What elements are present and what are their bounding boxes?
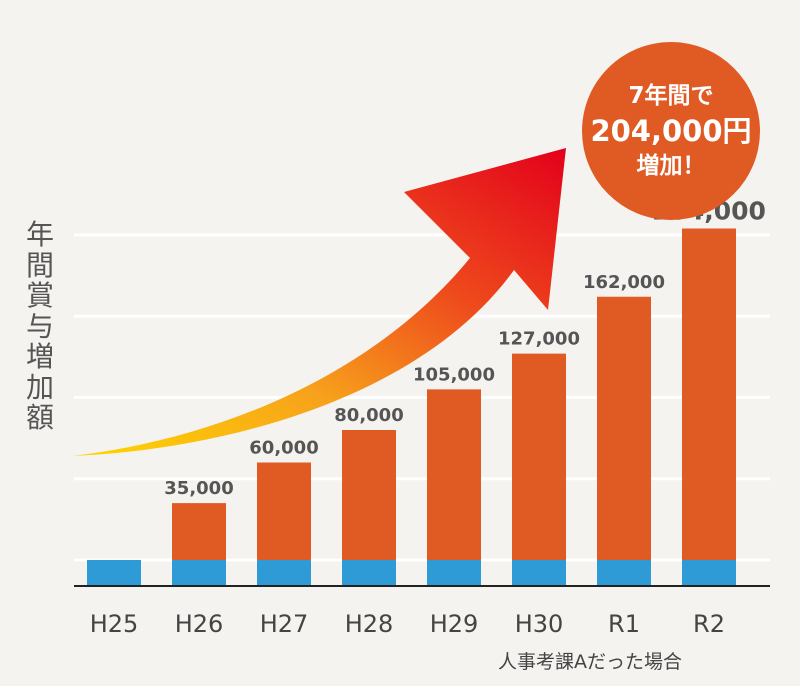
y-axis-label: 年間賞与増加額 xyxy=(25,218,54,434)
badge-line-3: 増加！ xyxy=(636,153,706,179)
bar-increase-R2 xyxy=(682,228,736,560)
x-tick-label-H27: H27 xyxy=(260,610,309,638)
data-label-R1: 162,000 xyxy=(583,272,665,293)
footnote: 人事考課Aだった場合 xyxy=(498,651,682,673)
x-tick-label-H28: H28 xyxy=(345,610,394,638)
bar-base-H30 xyxy=(512,560,566,586)
bar-increase-H28 xyxy=(342,430,396,560)
data-label-H27: 60,000 xyxy=(249,438,318,459)
bar-base-H28 xyxy=(342,560,396,586)
bar-increase-H30 xyxy=(512,353,566,560)
x-tick-label-R1: R1 xyxy=(608,610,640,638)
x-tick-label-H30: H30 xyxy=(515,610,564,638)
bar-base-H27 xyxy=(257,560,311,586)
bar-base-R1 xyxy=(597,560,651,586)
badge-line-2: 204,000円 xyxy=(590,114,752,148)
bar-base-H29 xyxy=(427,560,481,586)
bar-increase-H26 xyxy=(172,503,226,560)
bar-increase-H29 xyxy=(427,389,481,560)
summary-badge: 7年間で 204,000円 増加！ xyxy=(582,42,760,220)
badge-line-1: 7年間で xyxy=(628,83,714,109)
bar-base-R2 xyxy=(682,560,736,586)
data-label-H28: 80,000 xyxy=(334,405,403,426)
data-label-H26: 35,000 xyxy=(164,478,233,499)
bar-base-H26 xyxy=(172,560,226,586)
bar-base-H25 xyxy=(87,560,141,586)
x-tick-label-H25: H25 xyxy=(90,610,139,638)
data-label-H30: 127,000 xyxy=(498,329,580,350)
x-tick-label-H29: H29 xyxy=(430,610,479,638)
growth-arrow xyxy=(72,148,566,456)
bar-increase-H27 xyxy=(257,462,311,560)
data-label-H29: 105,000 xyxy=(413,364,495,385)
x-tick-label-H26: H26 xyxy=(175,610,224,638)
x-tick-label-R2: R2 xyxy=(693,610,725,638)
bar-increase-R1 xyxy=(597,296,651,560)
